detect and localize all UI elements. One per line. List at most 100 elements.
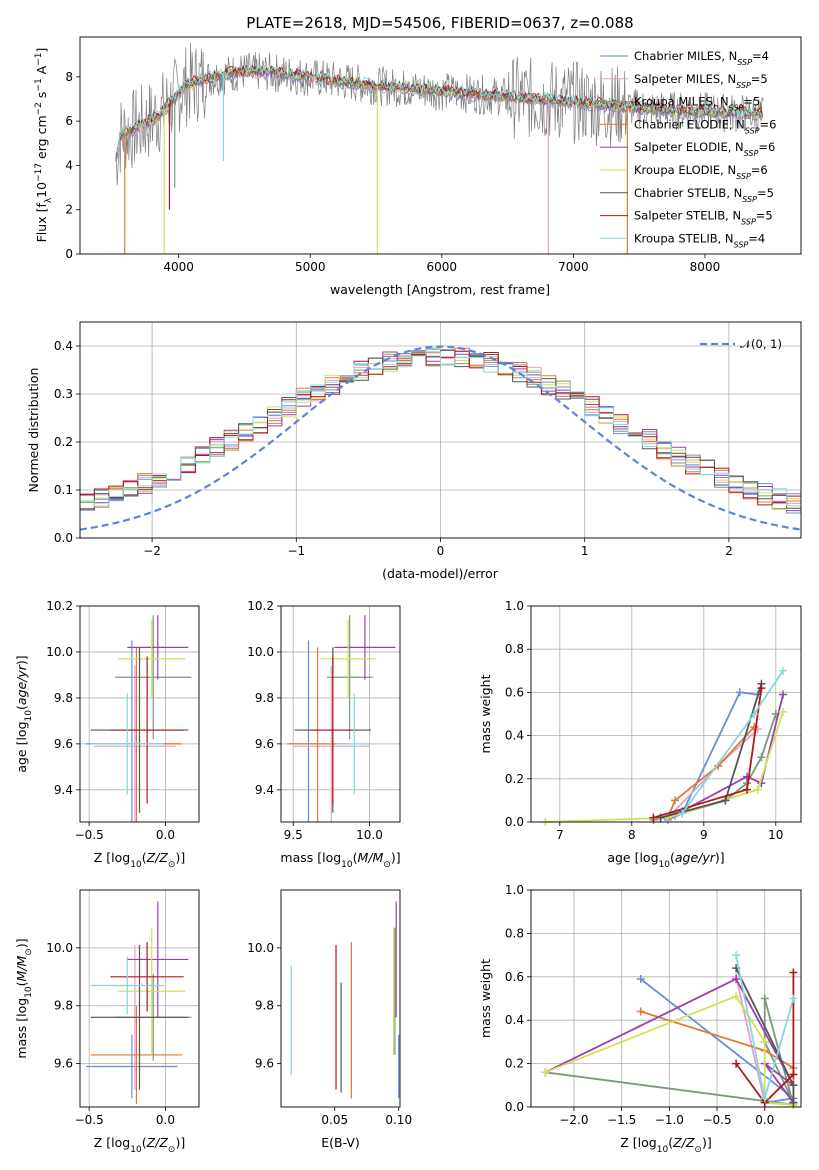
y-axis-label: age [log10(age/yr)] xyxy=(14,655,34,772)
x-tick-label: 7 xyxy=(556,828,564,842)
data-point-marker xyxy=(779,707,787,716)
y-tick-label: 9.6 xyxy=(54,737,73,751)
y-tick-label: 0.2 xyxy=(505,1057,524,1071)
axes-frame xyxy=(530,889,802,1108)
x-tick-label: 0.0 xyxy=(156,1113,175,1127)
y-axis-label: mass weight xyxy=(478,674,493,753)
normal-reference-curve xyxy=(80,345,801,531)
y-tick-label: 9.8 xyxy=(54,691,73,705)
y-tick-label: 8 xyxy=(65,70,73,84)
legend-entry: Kroupa ELODIE, NSSP=6 xyxy=(634,163,768,181)
y-tick-label: 0.2 xyxy=(505,772,524,786)
x-tick-label: 0.0 xyxy=(156,828,175,842)
panel-8: −2.0 −1.5 −1.0 −0.5 0.0 0.0 0.2 0.4 0.6 0.8 1.0 mas… xyxy=(478,883,802,1127)
x-tick-label: −2 xyxy=(143,544,161,558)
y-tick-label: 0.6 xyxy=(505,685,524,699)
x-tick-label: 0.10 xyxy=(385,1113,412,1127)
data-point-marker xyxy=(789,968,798,977)
data-point-marker xyxy=(760,1037,769,1046)
x-axis-label: age [log10(age/yr)] xyxy=(607,850,724,870)
data-point-marker xyxy=(721,796,730,805)
y-tick-label: 0.1 xyxy=(54,483,73,497)
legend-entry: Chabrier STELIB, NSSP=5 xyxy=(634,186,774,204)
panel-3: −0.5 0.0 9.4 9.6 9.8 10.0 10.2 xyxy=(46,599,200,842)
x-tick-label: 9.5 xyxy=(284,828,303,842)
y-tick-label: 0 xyxy=(65,247,73,261)
y-axis-label: mass [log10(M/M⊙)] xyxy=(14,938,34,1058)
x-tick-label: 7000 xyxy=(558,260,589,274)
y-tick-label: 9.8 xyxy=(54,999,73,1013)
y-axis-label: Normed distribution xyxy=(26,368,41,493)
y-tick-label: 9.6 xyxy=(54,1057,73,1071)
x-tick-label: −0.5 xyxy=(75,828,104,842)
data-point-marker xyxy=(757,753,766,762)
data-point-marker xyxy=(636,974,645,983)
panel-2: −2 −1 0 1 2 0.0 0.1 0.2 0.3 0.4 𝒩(0, 1) (data-model… xyxy=(26,321,802,581)
y-tick-label: 0.4 xyxy=(505,729,524,743)
y-tick-label: 9.6 xyxy=(255,1057,274,1071)
axes-frame xyxy=(79,321,802,539)
axes-frame xyxy=(79,36,802,255)
x-axis-label: E(B-V) xyxy=(321,1135,360,1150)
y-tick-label: 9.4 xyxy=(54,783,73,797)
panel-5: 7 8 9 10 0.0 0.2 0.4 0.6 0.8 1.0 mass weight xyxy=(478,599,802,842)
legend: Chabrier MILES, NSSP=4 Salpeter MILES, NS… xyxy=(600,49,776,249)
legend-entry: Salpeter MILES, NSSP=5 xyxy=(634,72,768,90)
x-axis-label: Z [log10(Z/Z⊙)] xyxy=(94,850,185,870)
y-tick-label: 0.4 xyxy=(505,1013,524,1027)
axes-frame xyxy=(530,605,802,823)
data-point-marker xyxy=(779,690,787,699)
mass-weight-line xyxy=(660,694,784,819)
y-axis-label: mass weight xyxy=(478,959,493,1038)
figure-title: PLATE=2618, MJD=54506, FIBERID=0637, z=0… xyxy=(246,14,633,32)
x-tick-label: −1.5 xyxy=(607,1113,636,1127)
x-tick-label: 10.0 xyxy=(356,828,383,842)
panel-7: 0.05 0.10 9.6 9.8 10.0 xyxy=(247,889,412,1127)
panel-1: 4000 5000 6000 7000 8000 0 2 4 6 8 wavelength [Ang… xyxy=(65,36,802,297)
data-point-marker xyxy=(735,688,744,697)
data-point-marker xyxy=(750,722,759,731)
y-tick-label: 9.8 xyxy=(255,691,274,705)
axes-frame xyxy=(79,889,200,1108)
mass-weight-plot xyxy=(541,666,787,826)
errorbar-plot xyxy=(287,615,396,822)
y-tick-label: 0.2 xyxy=(54,435,73,449)
data-point-marker xyxy=(750,710,759,718)
data-point-marker xyxy=(678,809,687,818)
errorbar-plot xyxy=(86,615,192,822)
data-point-marker xyxy=(760,1094,769,1103)
x-tick-label: 8000 xyxy=(690,260,721,274)
model-spectrum-line xyxy=(116,63,763,153)
x-tick-label: −0.5 xyxy=(75,1113,104,1127)
errorbar-plot xyxy=(86,901,192,1105)
y-tick-label: 10.0 xyxy=(247,941,274,955)
y-tick-label: 0.0 xyxy=(505,815,524,829)
axes-frame xyxy=(79,605,200,823)
x-tick-label: 10 xyxy=(768,828,783,842)
data-point-marker xyxy=(789,1081,798,1090)
y-tick-label: 10.2 xyxy=(46,599,73,613)
x-tick-label: −0.5 xyxy=(702,1113,731,1127)
legend-entry: Kroupa STELIB, NSSP=4 xyxy=(634,231,765,249)
errorbar-plot xyxy=(290,901,400,1099)
y-tick-label: 10.2 xyxy=(247,599,274,613)
x-tick-label: −1.0 xyxy=(655,1113,684,1127)
x-tick-label: 4000 xyxy=(163,260,194,274)
y-tick-label: 2 xyxy=(65,203,73,217)
panel-4: 9.5 10.0 9.4 9.6 9.8 10.0 10.2 xyxy=(247,599,401,842)
y-tick-label: 10.0 xyxy=(46,941,73,955)
x-tick-label: −1 xyxy=(287,544,305,558)
legend-entry: 𝒩(0, 1) xyxy=(740,337,782,351)
axes-frame xyxy=(280,605,401,823)
x-axis-label: Z [log10(Z/Z⊙)] xyxy=(620,1135,711,1155)
y-axis-label: Flux [fλ10−17 erg cm−2 s−1 A−1] xyxy=(34,48,54,243)
y-tick-label: 1.0 xyxy=(505,883,524,897)
data-point-marker xyxy=(743,785,751,794)
axes-frame xyxy=(280,889,401,1108)
data-point-marker xyxy=(789,1098,798,1107)
y-tick-label: 9.6 xyxy=(255,737,274,751)
x-axis-label: Z [log10(Z/Z⊙)] xyxy=(94,1135,185,1155)
residual-histogram xyxy=(80,351,801,507)
x-tick-label: 1 xyxy=(581,544,589,558)
